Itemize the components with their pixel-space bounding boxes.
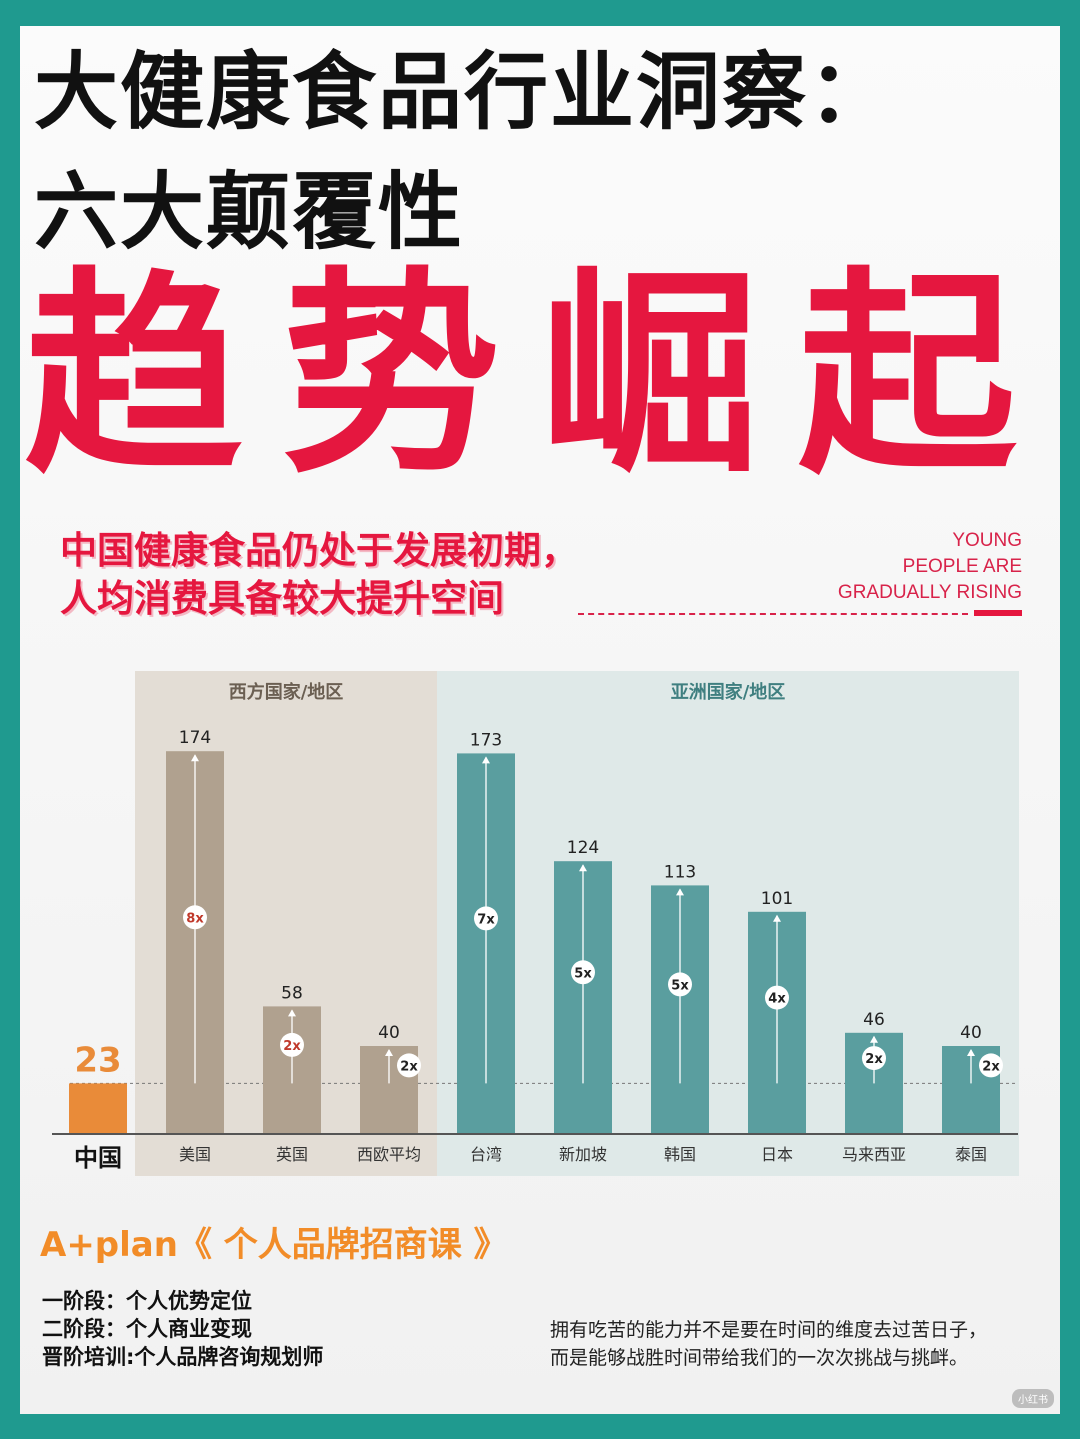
headline-line1: 大健康食品行业洞察： (34, 43, 895, 141)
arrow-head-韩国 (676, 888, 684, 896)
dashed-divider (578, 613, 968, 615)
multiplier-label-新加坡: 5x (574, 966, 592, 981)
quote-line1: 拥有吃苦的能力并不是要在时间的维度去过苦日子， (550, 1319, 988, 1341)
category-label-中国: 中国 (74, 1144, 122, 1172)
poster-card: 大健康食品行业洞察： 六大颠覆性 趋势崛起 中国健康食品仍处于发展初期， 人均消… (20, 26, 1060, 1414)
multiplier-badge-日本 (765, 985, 789, 1010)
arrow-head-马来西亚 (870, 1035, 878, 1043)
bar-chart: 西方国家/地区 亚洲国家/地区 23 中国 174 8x 美国 58 2x 英国 40 2x 西欧平均 1… (52, 671, 1019, 1176)
arrow-head-美国 (191, 754, 199, 762)
category-label-新加坡: 新加坡 (559, 1145, 607, 1164)
category-label-美国: 美国 (179, 1145, 211, 1164)
multiplier-label-台湾: 7x (477, 912, 495, 927)
multiplier-badge-西欧平均 (397, 1053, 421, 1078)
english-tag-line2: PEOPLE ARE (902, 556, 1022, 577)
multiplier-label-日本: 4x (768, 992, 786, 1007)
bar-中国 (69, 1083, 127, 1134)
quote: 拥有吃苦的能力并不是要在时间的维度去过苦日子， 而是能够战胜时间带给我们的一次次… (550, 1316, 987, 1372)
multiplier-label-马来西亚: 2x (865, 1052, 883, 1067)
category-label-西欧平均: 西欧平均 (357, 1145, 421, 1164)
value-label-西欧平均: 40 (378, 1023, 400, 1043)
value-label-英国: 58 (281, 983, 303, 1003)
multiplier-label-美国: 8x (186, 911, 204, 926)
multiplier-label-韩国: 5x (671, 978, 689, 993)
multiplier-badge-泰国 (979, 1053, 1003, 1078)
category-label-韩国: 韩国 (664, 1145, 696, 1164)
headline-line2: 六大颠覆性 (34, 163, 465, 261)
english-tag: YOUNG PEOPLE ARE GRADUALLY RISING (838, 528, 1022, 606)
arrow-head-日本 (773, 914, 781, 922)
category-label-台湾: 台湾 (470, 1145, 502, 1164)
value-label-泰国: 40 (960, 1023, 982, 1043)
english-tag-line1: YOUNG (952, 530, 1022, 551)
multiplier-badge-台湾 (474, 906, 498, 931)
multiplier-label-西欧平均: 2x (400, 1059, 418, 1074)
stage-3: 晋阶培训:个人品牌咨询规划师 (42, 1345, 324, 1369)
accent-bar (974, 610, 1022, 616)
multiplier-badge-新加坡 (571, 960, 595, 985)
category-label-马来西亚: 马来西亚 (842, 1145, 906, 1164)
category-label-泰国: 泰国 (955, 1145, 987, 1164)
value-label-日本: 101 (761, 889, 793, 909)
multiplier-badge-美国 (183, 905, 207, 930)
multiplier-label-英国: 2x (283, 1039, 301, 1054)
arrow-head-英国 (288, 1009, 296, 1017)
multiplier-label-泰国: 2x (982, 1059, 1000, 1074)
quote-line2: 而是能够战胜时间带给我们的一次次挑战与挑衅。 (550, 1347, 969, 1369)
subtitle-line2: 人均消费具备较大提升空间 (60, 577, 504, 620)
arrow-head-泰国 (967, 1049, 975, 1056)
value-label-台湾: 173 (470, 730, 502, 750)
group-label-asian: 亚洲国家/地区 (671, 681, 786, 703)
arrow-head-台湾 (482, 756, 490, 764)
subtitle-line1: 中国健康食品仍处于发展初期， (60, 529, 578, 572)
value-label-马来西亚: 46 (863, 1010, 885, 1030)
english-tag-line3: GRADUALLY RISING (837, 582, 1022, 603)
arrow-head-西欧平均 (385, 1049, 393, 1056)
category-label-日本: 日本 (761, 1145, 793, 1164)
value-label-美国: 174 (179, 728, 211, 748)
headline-line3: 趋势崛起 (24, 250, 1056, 503)
watermark: 小红书 (1012, 1389, 1054, 1408)
stage-1: 一阶段：个人优势定位 (42, 1289, 252, 1313)
multiplier-badge-英国 (280, 1032, 304, 1057)
value-label-韩国: 113 (664, 862, 696, 882)
value-label-新加坡: 124 (567, 838, 599, 858)
value-label-中国: 23 (74, 1040, 121, 1080)
arrow-head-新加坡 (579, 864, 587, 872)
multiplier-badge-马来西亚 (862, 1046, 886, 1071)
asian-panel (437, 671, 1019, 1176)
group-label-western: 西方国家/地区 (229, 681, 344, 703)
multiplier-badge-韩国 (668, 972, 692, 997)
category-label-英国: 英国 (276, 1145, 308, 1164)
brand-title: A+plan《 个人品牌招商课 》 (40, 1225, 508, 1265)
stage-2: 二阶段：个人商业变现 (42, 1317, 252, 1341)
